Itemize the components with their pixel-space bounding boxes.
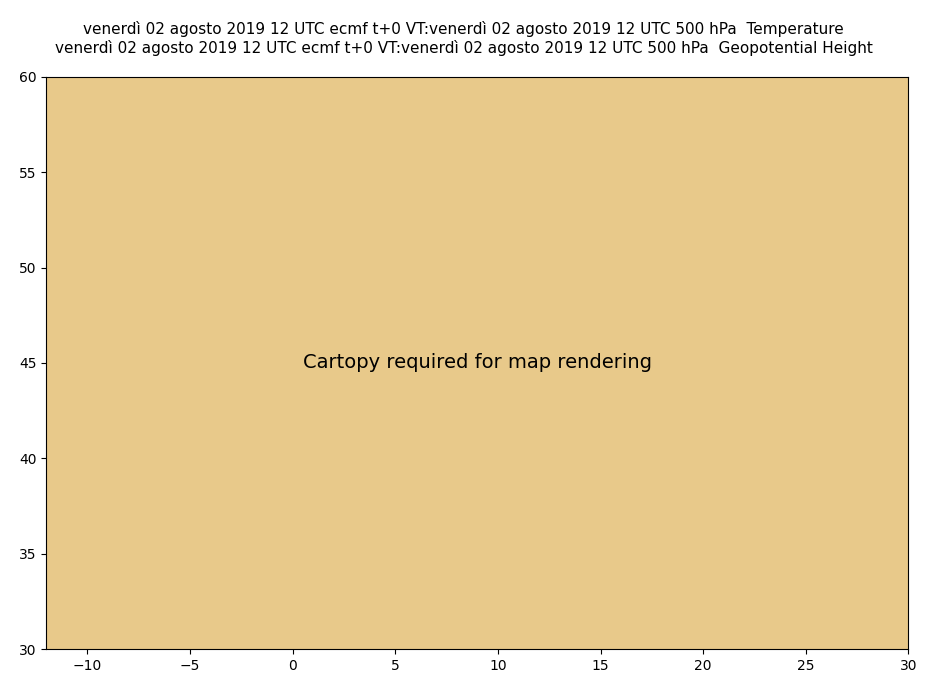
Text: Cartopy required for map rendering: Cartopy required for map rendering [303,353,652,373]
Text: venerdì 02 agosto 2019 12 UTC ecmf t+0 VT:venerdì 02 agosto 2019 12 UTC 500 hPa : venerdì 02 agosto 2019 12 UTC ecmf t+0 V… [55,21,872,56]
